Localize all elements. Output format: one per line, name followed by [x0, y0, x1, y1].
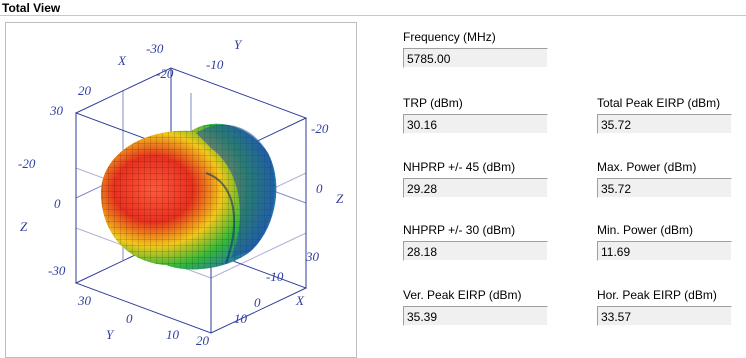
min-power-label: Min. Power (dBm): [597, 223, 694, 237]
tick-label: 20: [78, 83, 92, 98]
nhprp-45-label: NHPRP +/- 45 (dBm): [403, 160, 516, 174]
axis-label-x-top: X: [117, 53, 127, 68]
tick-label: 30: [305, 249, 320, 264]
max-power-label: Max. Power (dBm): [597, 160, 697, 174]
title-divider: [0, 15, 746, 16]
tick-label: 0: [316, 181, 323, 196]
tick-label: 20: [196, 333, 210, 348]
axis-label-y-bottom: Y: [106, 327, 115, 342]
tick-label: -30: [48, 263, 66, 278]
axis-label-y-top: Y: [234, 37, 243, 52]
tick-label: 0: [54, 196, 61, 211]
tick-label: -10: [266, 269, 284, 284]
total-view-title: Total View: [2, 1, 61, 15]
tick-label: 30: [49, 103, 64, 118]
axis-label-x-bottom: X: [295, 293, 305, 308]
tick-label: 30: [77, 293, 92, 308]
tick-label: -20: [18, 156, 36, 171]
tick-label: 0: [254, 295, 261, 310]
trp-label: TRP (dBm): [403, 96, 463, 110]
tick-label: -10: [206, 57, 224, 72]
nhprp-45-value[interactable]: 29.28: [403, 178, 548, 198]
frequency-label: Frequency (MHz): [403, 30, 496, 44]
radiation-pattern-svg: X Y Z Z Y X -30 -20 -10 20 30 -20 0 -30 …: [18, 37, 344, 348]
trp-value[interactable]: 30.16: [403, 114, 548, 134]
hor-peak-eirp-value[interactable]: 33.57: [597, 306, 732, 326]
tick-label: -30: [146, 41, 164, 56]
tick-label: -20: [311, 121, 329, 136]
radiation-lobe: [100, 123, 277, 270]
hor-peak-eirp-label: Hor. Peak EIRP (dBm): [597, 288, 717, 302]
3d-radiation-plot[interactable]: X Y Z Z Y X -30 -20 -10 20 30 -20 0 -30 …: [5, 22, 357, 358]
frequency-value[interactable]: 5785.00: [403, 48, 548, 68]
min-power-value[interactable]: 11.69: [597, 241, 732, 261]
tick-label: 10: [234, 311, 248, 326]
tick-label: 0: [126, 311, 133, 326]
axis-label-z-right: Z: [336, 191, 344, 206]
total-peak-eirp-label: Total Peak EIRP (dBm): [597, 96, 721, 110]
max-power-value[interactable]: 35.72: [597, 178, 732, 198]
tick-label: 10: [166, 327, 180, 342]
tick-label: -20: [156, 66, 174, 81]
ver-peak-eirp-value[interactable]: 35.39: [403, 306, 548, 326]
nhprp-30-label: NHPRP +/- 30 (dBm): [403, 223, 516, 237]
ver-peak-eirp-label: Ver. Peak EIRP (dBm): [403, 288, 522, 302]
total-peak-eirp-value[interactable]: 35.72: [597, 114, 732, 134]
nhprp-30-value[interactable]: 28.18: [403, 241, 548, 261]
axis-label-z-left: Z: [20, 219, 28, 234]
